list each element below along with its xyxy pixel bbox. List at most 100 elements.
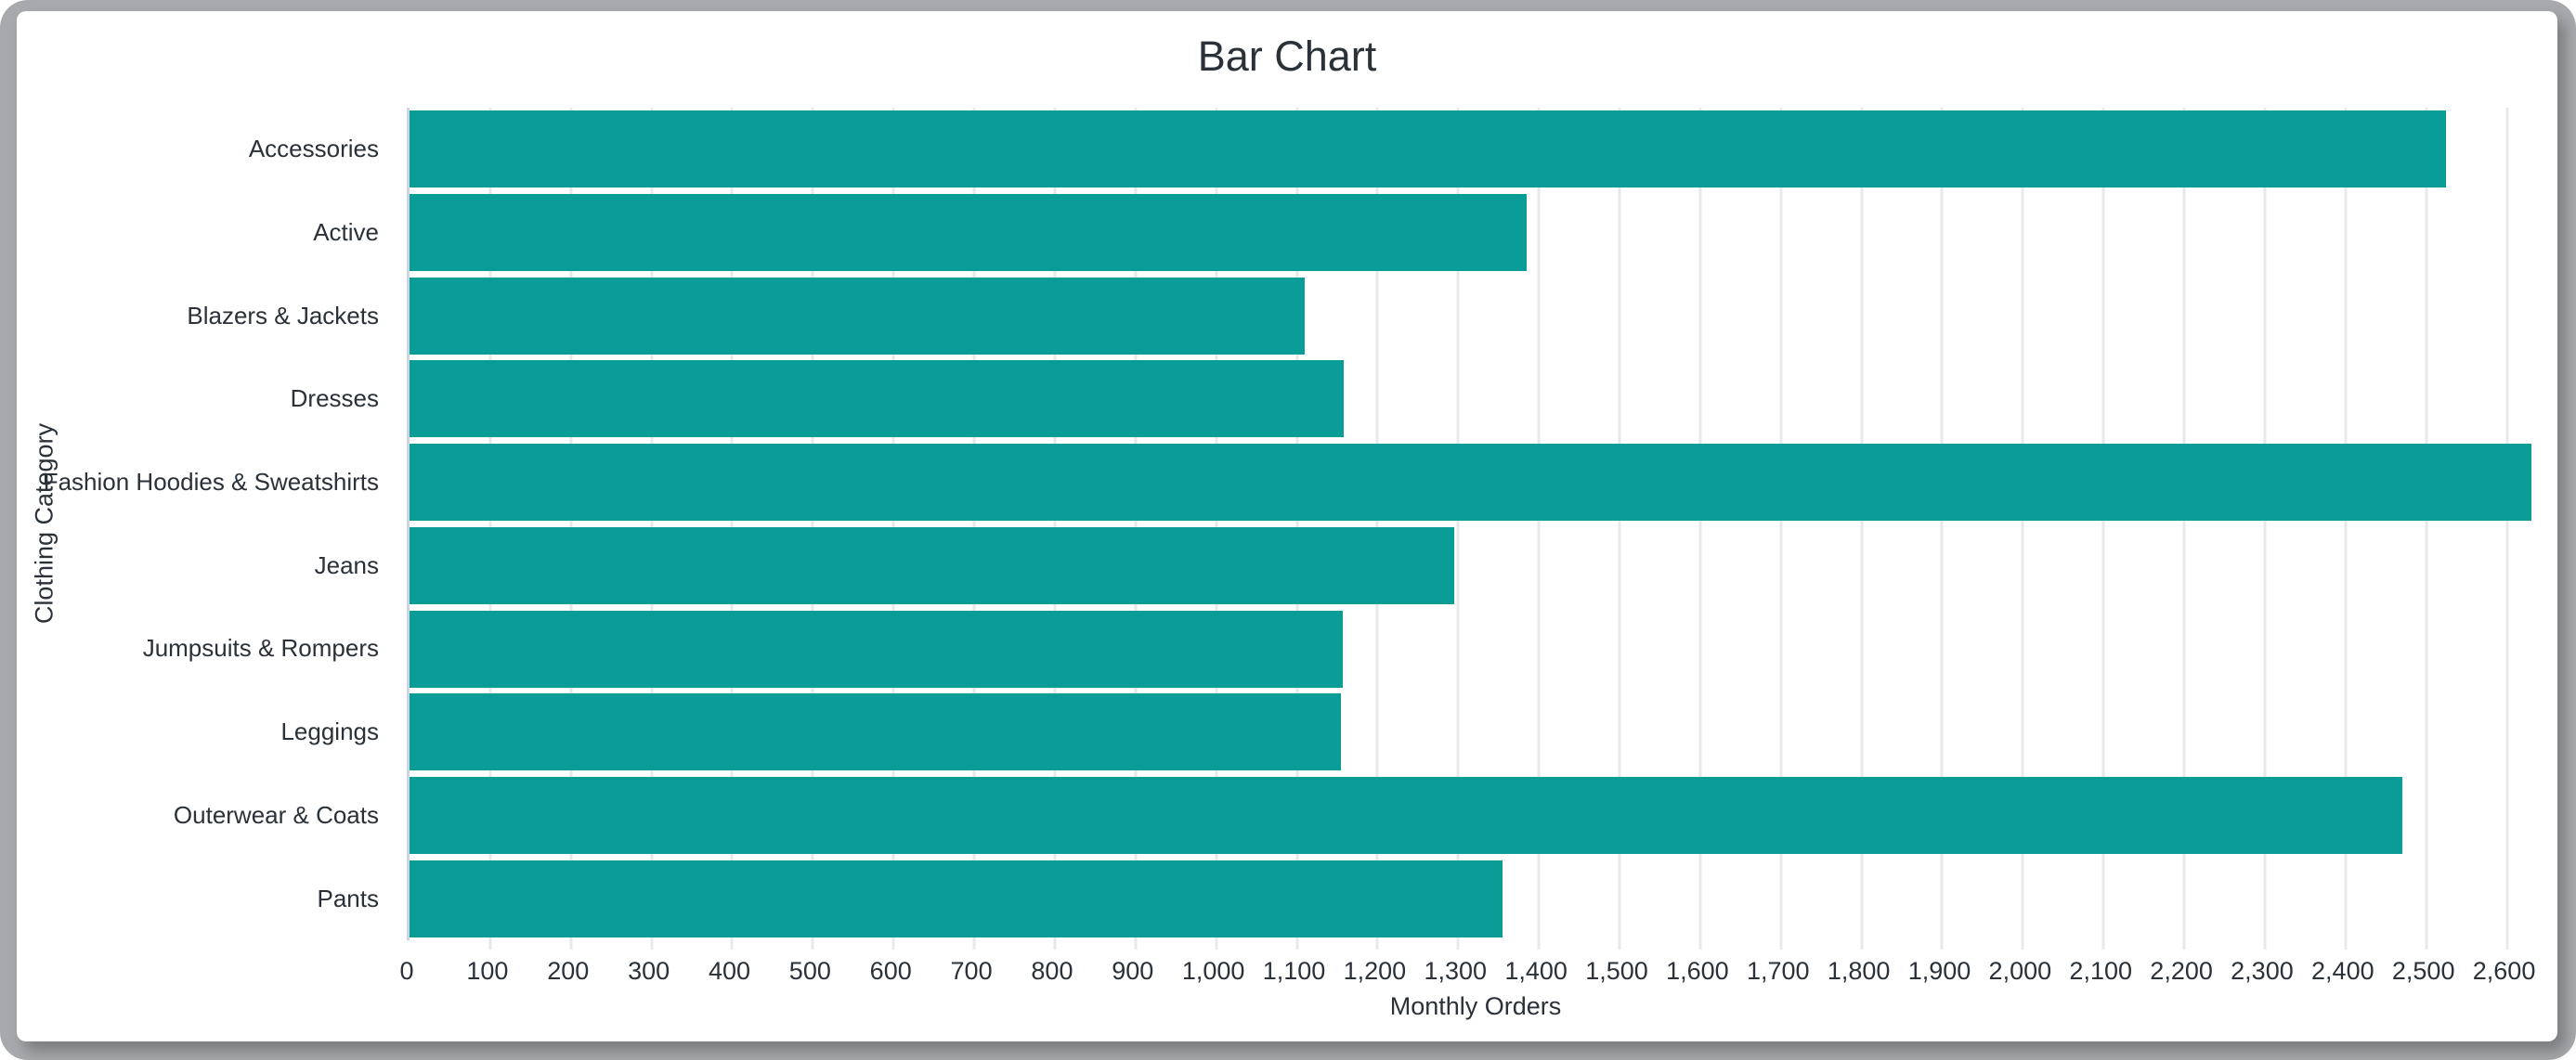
gridline-500 xyxy=(811,108,814,940)
x-tick-label-2500: 2,500 xyxy=(2391,957,2455,985)
gridline-2500 xyxy=(2425,108,2428,940)
tick-mark-1700 xyxy=(1779,940,1783,950)
category-label-blazers-and-jackets: Blazers & Jackets xyxy=(187,301,379,330)
gridline-1700 xyxy=(1779,108,1783,940)
tick-mark-600 xyxy=(891,940,895,950)
tick-mark-1000 xyxy=(1215,940,1218,950)
x-tick-label-2200: 2,200 xyxy=(2150,957,2213,985)
tick-mark-2400 xyxy=(2344,940,2348,950)
bar-outerwear-and-coats[interactable] xyxy=(410,776,2402,854)
gridline-400 xyxy=(730,108,734,940)
x-tick-label-2000: 2,000 xyxy=(1988,957,2052,985)
x-tick-label-300: 300 xyxy=(628,957,670,985)
x-tick-label-1700: 1,700 xyxy=(1746,957,1810,985)
gridline-2000 xyxy=(2021,108,2024,940)
gridline-700 xyxy=(972,108,976,940)
tick-mark-500 xyxy=(811,940,814,950)
tick-mark-1800 xyxy=(1860,940,1864,950)
bar-jeans[interactable] xyxy=(410,526,1454,604)
x-tick-label-800: 800 xyxy=(1031,957,1073,985)
tick-mark-2600 xyxy=(2505,940,2509,950)
category-label-jeans: Jeans xyxy=(314,550,379,579)
tick-mark-800 xyxy=(1053,940,1057,950)
category-label-jumpsuits-and-rompers: Jumpsuits & Rompers xyxy=(142,634,379,663)
gridline-800 xyxy=(1053,108,1057,940)
gridline-1100 xyxy=(1295,108,1299,940)
bar-dresses[interactable] xyxy=(410,360,1344,438)
gridline-200 xyxy=(569,108,573,940)
tick-mark-2200 xyxy=(2182,940,2186,950)
bar-fashion-hoodies-and-sweatshirts[interactable] xyxy=(410,444,2531,522)
chart-title: Bar Chart xyxy=(1197,32,1377,80)
gridline-1400 xyxy=(1537,108,1541,940)
x-tick-label-1400: 1,400 xyxy=(1504,957,1568,985)
gridline-1800 xyxy=(1860,108,1864,940)
x-tick-label-200: 200 xyxy=(547,957,590,985)
bar-jumpsuits-and-rompers[interactable] xyxy=(410,610,1344,688)
category-label-leggings: Leggings xyxy=(280,717,379,746)
category-label-fashion-hoodies-and-sweatshirts: Fashion Hoodies & Sweatshirts xyxy=(43,468,379,497)
x-tick-label-400: 400 xyxy=(708,957,750,985)
category-label-pants: Pants xyxy=(317,884,380,912)
x-tick-label-500: 500 xyxy=(788,957,831,985)
gridline-1900 xyxy=(1940,108,1944,940)
gridline-900 xyxy=(1134,108,1138,940)
tick-mark-2100 xyxy=(2101,940,2105,950)
gridline-1000 xyxy=(1215,108,1218,940)
tick-mark-1300 xyxy=(1456,940,1460,950)
bar-pants[interactable] xyxy=(410,860,1503,937)
x-tick-label-700: 700 xyxy=(950,957,993,985)
x-tick-label-1300: 1,300 xyxy=(1424,957,1488,985)
x-axis-title: Monthly Orders xyxy=(1389,992,1562,1020)
tick-mark-1100 xyxy=(1295,940,1299,950)
tick-mark-2000 xyxy=(2021,940,2024,950)
gridline-100 xyxy=(488,108,492,940)
tick-mark-1900 xyxy=(1940,940,1944,950)
tick-mark-100 xyxy=(488,940,492,950)
tick-mark-2500 xyxy=(2425,940,2428,950)
x-tick-label-600: 600 xyxy=(869,957,912,985)
x-tick-label-2300: 2,300 xyxy=(2231,957,2294,985)
plot-area xyxy=(407,108,2547,950)
tick-mark-1200 xyxy=(1375,940,1379,950)
x-tick-label-1900: 1,900 xyxy=(1907,957,1971,985)
x-axis-tick-labels: 0 100 200 300 400 500 600 700 800 900 1,000 1,100 1,… xyxy=(399,957,2544,985)
gridline-2400 xyxy=(2344,108,2348,940)
gridline-300 xyxy=(650,108,654,940)
x-tick-label-1800: 1,800 xyxy=(1827,957,1891,985)
category-label-active: Active xyxy=(313,218,379,247)
tick-mark-200 xyxy=(569,940,573,950)
tick-mark-900 xyxy=(1134,940,1138,950)
category-label-accessories: Accessories xyxy=(248,135,379,163)
gridline-1600 xyxy=(1698,108,1702,940)
gridline-2200 xyxy=(2182,108,2186,940)
x-tick-label-2600: 2,600 xyxy=(2472,957,2536,985)
x-tick-label-100: 100 xyxy=(466,957,509,985)
tick-mark-400 xyxy=(730,940,734,950)
category-label-dresses: Dresses xyxy=(290,384,379,413)
x-tick-label-1600: 1,600 xyxy=(1666,957,1729,985)
tick-mark-300 xyxy=(650,940,654,950)
gridline-2300 xyxy=(2263,108,2267,940)
bar-accessories[interactable] xyxy=(410,110,2447,188)
x-tick-label-2400: 2,400 xyxy=(2311,957,2374,985)
bar-active[interactable] xyxy=(410,194,1528,272)
gridline-2600 xyxy=(2505,108,2509,940)
gridline-2100 xyxy=(2101,108,2105,940)
bar-leggings[interactable] xyxy=(410,693,1342,771)
gridline-1300 xyxy=(1456,108,1460,940)
category-label-outerwear-and-coats: Outerwear & Coats xyxy=(173,800,379,829)
tick-mark-1500 xyxy=(1618,940,1621,950)
x-tick-label-2100: 2,100 xyxy=(2069,957,2133,985)
tick-mark-700 xyxy=(972,940,976,950)
x-tick-label-900: 900 xyxy=(1112,957,1154,985)
tick-mark-1400 xyxy=(1537,940,1541,950)
gridline-1200 xyxy=(1375,108,1379,940)
y-axis-category-labels: Accessories Active Blazers & Jackets Dresse… xyxy=(17,108,379,940)
bar-blazers-and-jackets[interactable] xyxy=(410,277,1306,355)
x-tick-label-1000: 1,000 xyxy=(1181,957,1245,985)
gridline-600 xyxy=(891,108,895,940)
x-tick-label-1100: 1,100 xyxy=(1262,957,1326,985)
x-tick-label-1500: 1,500 xyxy=(1585,957,1648,985)
